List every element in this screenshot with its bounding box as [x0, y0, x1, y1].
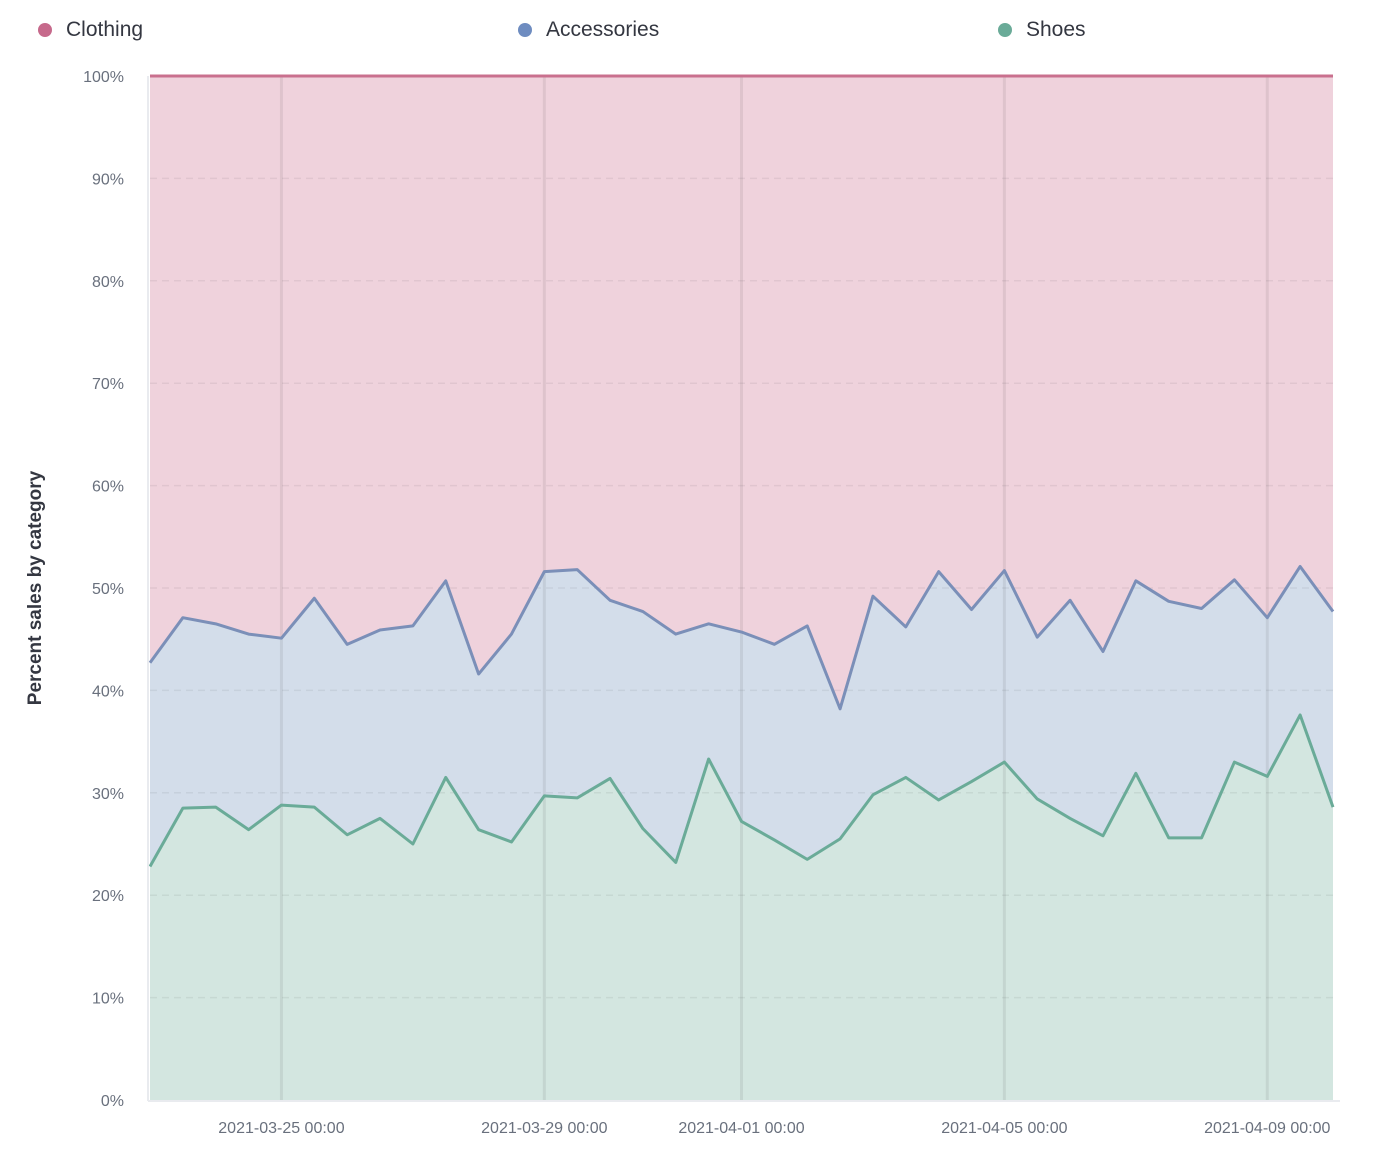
legend-dot-accessories	[518, 23, 532, 37]
y-axis-title: Percent sales by category	[25, 470, 46, 705]
legend-item-shoes[interactable]: Shoes	[998, 18, 1086, 42]
legend-dot-shoes	[998, 23, 1012, 37]
y-tick-label: 90%	[92, 171, 124, 188]
y-tick-label: 40%	[92, 683, 124, 700]
x-tick-label: 2021-04-01 00:00	[678, 1120, 804, 1137]
x-tick-layer: 2021-03-25 00:00 2021-03-29 00:00 2021-04-…	[218, 1120, 1330, 1137]
x-tick-label: 2021-04-09 00:00	[1204, 1120, 1330, 1137]
y-tick-label: 50%	[92, 581, 124, 598]
area-accessories	[150, 566, 1333, 867]
y-tick-label: 70%	[92, 376, 124, 393]
x-tick-label: 2021-03-29 00:00	[481, 1120, 607, 1137]
x-tick-label: 2021-04-05 00:00	[941, 1120, 1067, 1137]
y-tick-label: 60%	[92, 479, 124, 496]
area-shoes	[150, 714, 1333, 1100]
chart-legend: Clothing Accessories Shoes	[0, 18, 1394, 52]
x-tick-label: 2021-03-25 00:00	[218, 1120, 344, 1137]
gridline-layer	[150, 177, 1333, 999]
y-tick-label: 30%	[92, 786, 124, 803]
y-tick-label: 0%	[101, 1093, 124, 1110]
legend-item-clothing[interactable]: Clothing	[38, 18, 143, 42]
legend-dot-clothing	[38, 23, 52, 37]
legend-item-accessories[interactable]: Accessories	[518, 18, 659, 42]
x-gridline-layer	[279, 76, 1269, 1100]
y-tick-label: 100%	[83, 69, 124, 86]
y-tick-label: 10%	[92, 991, 124, 1008]
line-accessories	[148, 564, 1335, 711]
legend-label-shoes: Shoes	[1026, 18, 1086, 41]
y-tick-label: 80%	[92, 274, 124, 291]
area-clothing	[150, 76, 1333, 709]
series-line-layer	[148, 74, 1335, 868]
y-tick-label: 20%	[92, 888, 124, 905]
y-tick-layer: 0% 10% 20% 30% 40% 50% 60% 70% 80% 90% 100%	[83, 69, 124, 1110]
legend-label-clothing: Clothing	[66, 18, 144, 41]
area-layer	[150, 76, 1333, 1100]
line-shoes	[148, 713, 1335, 868]
axes-layer	[147, 76, 1340, 1102]
legend-label-accessories: Accessories	[546, 18, 660, 41]
